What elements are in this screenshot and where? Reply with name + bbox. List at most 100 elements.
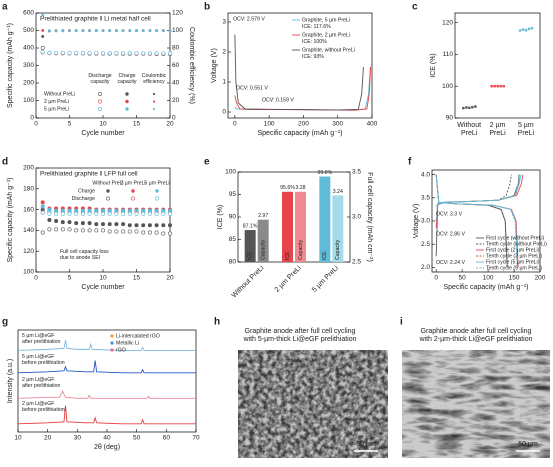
legend-header: 2 µm PreLi	[120, 180, 145, 186]
scale-bar-label: 50 µm	[356, 441, 376, 448]
data-point	[147, 223, 152, 228]
data-point	[80, 228, 85, 233]
data-point	[141, 51, 146, 56]
legend-symbol	[152, 92, 156, 96]
data-point	[147, 230, 152, 235]
data-point	[88, 29, 92, 32]
data-point	[87, 228, 92, 233]
data-point	[168, 51, 173, 56]
bar	[244, 230, 256, 262]
y-tick-label: 100	[23, 269, 34, 276]
legend-label: Discharge	[72, 196, 95, 202]
data-point	[54, 29, 58, 33]
data-point	[496, 84, 499, 88]
data-point	[67, 211, 72, 216]
data-point	[471, 105, 474, 109]
x-tick-label: 40	[103, 435, 111, 442]
value-label: 3.24	[333, 189, 343, 195]
data-point	[40, 50, 45, 55]
y-tick-label: 0	[30, 115, 34, 122]
y-tick-label: 600	[23, 10, 34, 17]
data-point	[168, 231, 173, 236]
legend-note: ICE: 117.6%	[302, 24, 331, 30]
bar-series-name: Capacity	[335, 239, 341, 260]
data-point	[81, 29, 85, 32]
y-axis-label: ICE (%)	[217, 205, 224, 230]
trace-label: 2 µm Li@eGF before prelithiation	[22, 401, 65, 413]
data-point	[114, 222, 119, 227]
x-tick-label: 150	[509, 275, 520, 282]
data-point	[127, 51, 132, 56]
legend-symbol	[110, 341, 114, 345]
trace-label: 5 µm Li@eGF after prelithiation	[22, 333, 60, 345]
x-tick-label: 10	[99, 275, 107, 282]
category-label: Without PreLi	[231, 264, 266, 299]
sem-image-texture	[238, 350, 388, 458]
data-point	[80, 211, 85, 216]
data-point	[67, 220, 72, 225]
data-point	[107, 211, 112, 216]
y-tick-label: 100	[442, 83, 453, 90]
data-point	[127, 229, 132, 234]
data-point	[54, 50, 59, 55]
data-point	[134, 229, 139, 234]
y-axis-label: Specific capacity (mAh g⁻¹)	[7, 178, 14, 263]
y-tick-label: 95	[229, 191, 237, 198]
y-tick-label: 90	[446, 115, 454, 122]
x-tick-label: 100	[483, 275, 494, 282]
data-point	[47, 207, 52, 212]
x-tick-label: 10	[14, 435, 22, 442]
data-point	[80, 51, 85, 56]
series-line	[435, 174, 520, 268]
data-point	[121, 51, 126, 56]
y-tick-label: 140	[23, 227, 34, 234]
panel-label: i	[400, 317, 403, 328]
panel-label: g	[2, 317, 8, 328]
y-axis-label: Specific capacity (mAh g⁻¹)	[7, 23, 14, 108]
data-point	[40, 200, 45, 205]
data-point	[468, 106, 471, 110]
y2-tick-label: 3.5	[352, 169, 361, 176]
y2-tick-label: 40	[172, 80, 180, 87]
data-point	[60, 220, 65, 225]
data-point	[107, 51, 112, 56]
data-point	[74, 51, 79, 56]
x-axis-label: Cycle number	[81, 284, 125, 291]
legend-label: 5 µm PreLi	[44, 106, 69, 112]
chart-title: Prelithiated graphite ‖ Li metal half ce…	[40, 16, 151, 23]
data-point	[462, 106, 465, 110]
x-tick-label: 200	[298, 121, 309, 128]
x-tick-label: 60	[163, 435, 171, 442]
x-axis-label: 2θ (deg)	[94, 444, 120, 451]
legend-symbol	[155, 189, 159, 193]
y-tick-label: 3	[222, 19, 226, 26]
data-point	[87, 51, 92, 56]
data-point	[147, 51, 152, 56]
bar	[282, 191, 293, 262]
panel-label: d	[2, 157, 8, 168]
data-point	[87, 211, 92, 216]
data-point	[121, 229, 126, 234]
legend-label: First cycle (5 µm PreLi)	[486, 259, 540, 265]
data-point	[80, 221, 85, 226]
legend-symbol	[125, 92, 129, 96]
bar-series-name: ICE	[285, 251, 291, 260]
plot-frame	[454, 12, 541, 119]
series-line	[17, 405, 196, 425]
trace-label: 2 µm Li@eGF after prelithiation	[22, 377, 60, 389]
legend-header: Discharge capacity	[88, 73, 111, 85]
data-point	[40, 204, 45, 209]
x-tick-label: 30	[74, 435, 82, 442]
legend-label: Li-intercalated rGO	[116, 333, 160, 339]
data-point	[48, 29, 51, 33]
panel-label: f	[408, 157, 412, 168]
data-point	[127, 211, 132, 216]
y-tick-label: 120	[442, 19, 453, 26]
data-point	[161, 223, 166, 228]
panel-label: e	[204, 157, 210, 168]
data-point	[115, 29, 118, 32]
data-point	[41, 13, 45, 17]
data-point	[54, 219, 59, 224]
image-caption: Graphite anode after full cell cycling wi…	[242, 328, 356, 343]
data-point	[527, 27, 531, 31]
